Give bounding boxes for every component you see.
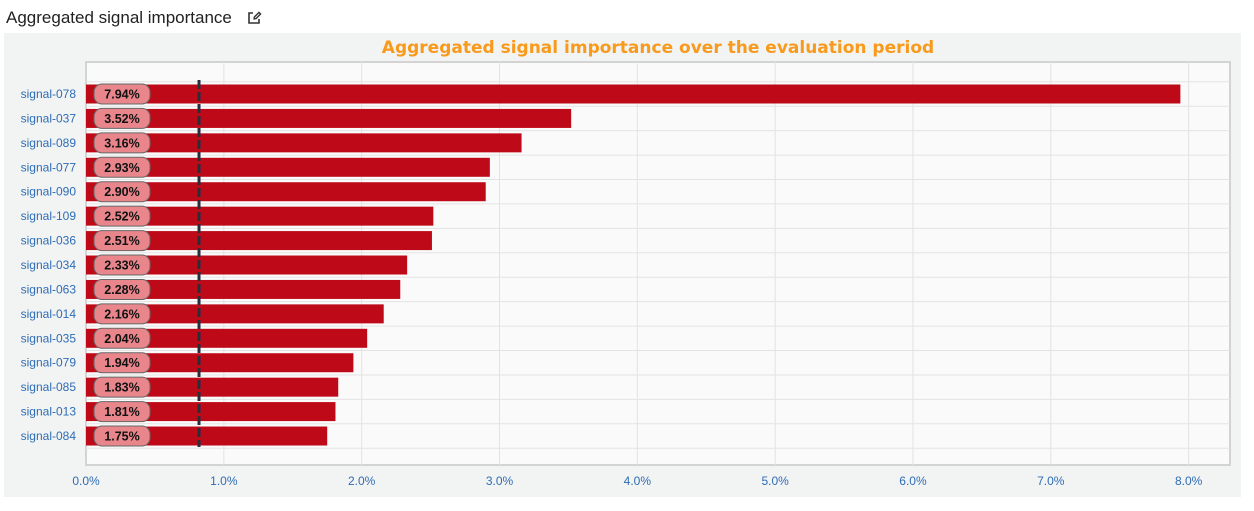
data-label-pill xyxy=(93,401,151,423)
data-label-pill xyxy=(93,352,151,374)
data-label-pill xyxy=(93,205,151,227)
data-label: 2.33% xyxy=(104,259,139,273)
x-tick-label: 2.0% xyxy=(348,474,376,488)
data-label: 2.28% xyxy=(104,283,139,297)
data-label-pill xyxy=(93,254,151,276)
bar xyxy=(86,255,408,275)
x-tick-label: 6.0% xyxy=(899,474,927,488)
x-tick-label: 3.0% xyxy=(486,474,514,488)
x-tick-label: 4.0% xyxy=(624,474,652,488)
data-label-pill xyxy=(93,303,151,325)
bar xyxy=(86,353,354,373)
x-tick-label: 7.0% xyxy=(1037,474,1065,488)
bar xyxy=(86,206,434,226)
bar xyxy=(86,304,384,324)
data-label-pill xyxy=(93,376,151,398)
data-label: 2.04% xyxy=(104,332,139,346)
y-tick-label: signal-085 xyxy=(21,380,77,394)
bar xyxy=(86,231,432,251)
page-title: Aggregated signal importance xyxy=(6,8,232,27)
data-label-pill xyxy=(93,181,151,203)
data-label-pill xyxy=(93,230,151,252)
y-tick-label: signal-089 xyxy=(21,136,77,150)
y-tick-label: signal-013 xyxy=(21,405,77,419)
importance-chart: Aggregated signal importance over the ev… xyxy=(21,38,1231,488)
y-tick-label: signal-078 xyxy=(21,87,77,101)
y-tick-label: signal-034 xyxy=(21,258,77,272)
bar xyxy=(86,279,401,299)
bar xyxy=(86,133,522,153)
data-label: 1.83% xyxy=(104,381,139,395)
bar xyxy=(86,108,572,128)
data-label: 3.52% xyxy=(104,112,139,126)
bar xyxy=(86,84,1181,104)
y-tick-label: signal-077 xyxy=(21,160,77,174)
header: Aggregated signal importance xyxy=(6,6,262,30)
x-tick-label: 5.0% xyxy=(761,474,789,488)
y-tick-label: signal-035 xyxy=(21,331,77,345)
data-label-pill xyxy=(93,107,151,129)
y-tick-label: signal-036 xyxy=(21,234,77,248)
x-tick-label: 1.0% xyxy=(210,474,238,488)
y-tick-label: signal-037 xyxy=(21,111,77,125)
data-label-pill xyxy=(93,156,151,178)
chart-panel: Aggregated signal importance over the ev… xyxy=(4,33,1241,497)
chart-title: Aggregated signal importance over the ev… xyxy=(382,38,934,58)
y-tick-label: signal-084 xyxy=(21,429,77,443)
data-label: 3.16% xyxy=(104,136,139,150)
data-label-pill xyxy=(93,132,151,154)
y-tick-label: signal-014 xyxy=(21,307,77,321)
data-label: 2.16% xyxy=(104,307,139,321)
x-tick-label: 8.0% xyxy=(1175,474,1203,488)
data-label-pill xyxy=(93,83,151,105)
y-tick-label: signal-063 xyxy=(21,282,77,296)
edit-icon[interactable] xyxy=(246,10,262,26)
bar xyxy=(86,182,486,202)
data-label: 1.94% xyxy=(104,356,139,370)
bar xyxy=(86,328,368,348)
data-label: 7.94% xyxy=(104,88,139,102)
bar xyxy=(86,157,490,177)
data-label-pill xyxy=(93,425,151,447)
data-label: 2.52% xyxy=(104,210,139,224)
y-tick-label: signal-079 xyxy=(21,356,77,370)
data-label: 1.81% xyxy=(104,405,139,419)
y-tick-label: signal-109 xyxy=(21,209,77,223)
data-label: 2.51% xyxy=(104,234,139,248)
data-label-pill xyxy=(93,278,151,300)
data-label: 2.93% xyxy=(104,161,139,175)
data-label: 1.75% xyxy=(104,430,139,444)
data-label-pill xyxy=(93,327,151,349)
x-tick-label: 0.0% xyxy=(72,474,100,488)
data-label: 2.90% xyxy=(104,185,139,199)
y-tick-label: signal-090 xyxy=(21,185,77,199)
